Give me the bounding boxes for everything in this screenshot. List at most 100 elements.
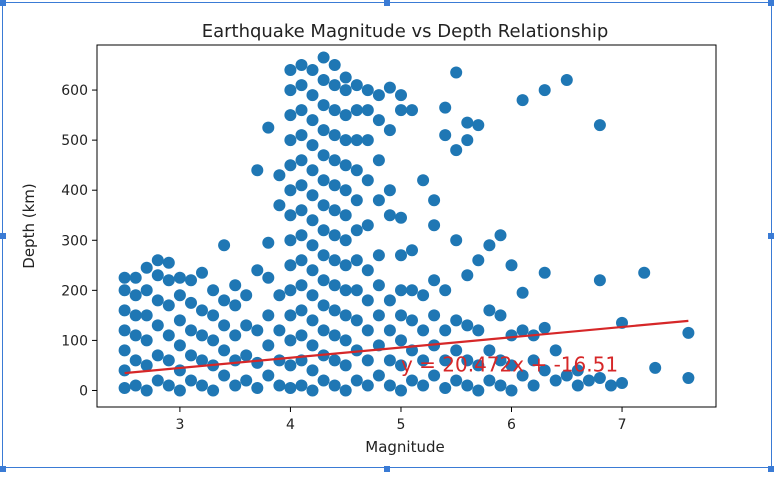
data-point [461,269,474,282]
data-point [129,379,142,392]
data-point [229,329,242,342]
resize-handle-bottom-right[interactable] [768,466,774,472]
data-point [350,284,363,297]
data-point [151,374,164,387]
data-point [317,224,330,237]
data-point [207,284,220,297]
y-tick-label: 400 [61,183,88,199]
y-tick-label: 200 [61,283,88,299]
y-tick-label: 100 [61,333,88,349]
data-point [273,199,286,212]
data-point [461,319,474,332]
resize-handle-bottom-center[interactable] [384,466,390,472]
data-point [339,209,352,222]
data-point [262,236,275,249]
data-point [295,154,308,167]
data-point [306,64,319,76]
data-point [284,84,297,97]
data-point [218,319,231,332]
data-point [483,344,496,357]
resize-handle-top-center[interactable] [384,0,390,6]
data-point [350,134,363,147]
data-point [295,79,308,92]
data-point [306,89,319,102]
data-point [450,234,463,247]
data-point [593,274,606,287]
data-point [383,209,396,222]
data-point [295,104,308,117]
data-point [395,104,407,117]
resize-handle-top-left[interactable] [0,0,6,6]
data-point [383,354,396,367]
data-point [372,114,385,127]
y-tick-label: 0 [79,383,88,399]
data-point [262,309,275,322]
data-point [317,324,330,337]
data-point [571,379,584,392]
data-point [339,384,352,397]
data-point [317,124,330,137]
resize-handle-top-right[interactable] [768,0,774,6]
data-point [361,174,374,187]
data-point [361,84,374,97]
data-point [350,344,363,357]
data-point [118,344,131,357]
data-point [339,284,352,297]
data-point [361,294,374,307]
data-point [306,264,319,277]
data-point [218,294,231,307]
y-axis-label: Depth (km) [20,183,38,268]
data-point [406,104,418,117]
data-point [549,374,562,387]
data-point [196,379,208,392]
data-point [383,81,396,94]
data-point [538,84,551,97]
data-point [306,364,319,377]
resize-handle-bottom-left[interactable] [0,466,6,472]
data-point [306,239,319,252]
data-point [129,289,142,302]
data-point [395,384,407,397]
data-point [649,361,662,374]
data-point [251,382,264,394]
data-point [262,271,275,284]
data-point [317,374,330,387]
data-point [251,324,264,337]
data-point [207,309,220,322]
data-point [538,321,551,334]
chart-title: Earthquake Magnitude vs Depth Relationsh… [202,21,609,42]
data-point [118,382,131,394]
data-point [295,129,308,142]
data-point [185,349,197,362]
data-point [417,289,430,302]
data-point [417,354,430,367]
points-layer [118,51,695,397]
data-point [317,174,330,187]
data-point [162,274,175,287]
data-point [129,354,142,367]
resize-handle-middle-right[interactable] [768,233,774,239]
data-point [428,219,441,232]
data-point [372,369,385,382]
resize-handle-middle-left[interactable] [0,233,6,239]
data-point [328,129,341,142]
data-point [328,354,341,367]
data-point [361,264,374,277]
data-point [406,314,418,327]
data-point [284,334,297,347]
data-point [406,284,418,297]
data-point [151,319,164,332]
data-point [118,271,131,284]
data-point [361,104,374,117]
data-point [162,299,175,312]
data-point [295,379,308,392]
data-point [328,79,341,92]
data-point [494,379,507,392]
data-point [229,299,242,312]
data-point [461,116,474,129]
data-point [383,379,396,392]
data-point [560,369,573,382]
data-point [350,254,363,267]
data-point [527,379,540,392]
